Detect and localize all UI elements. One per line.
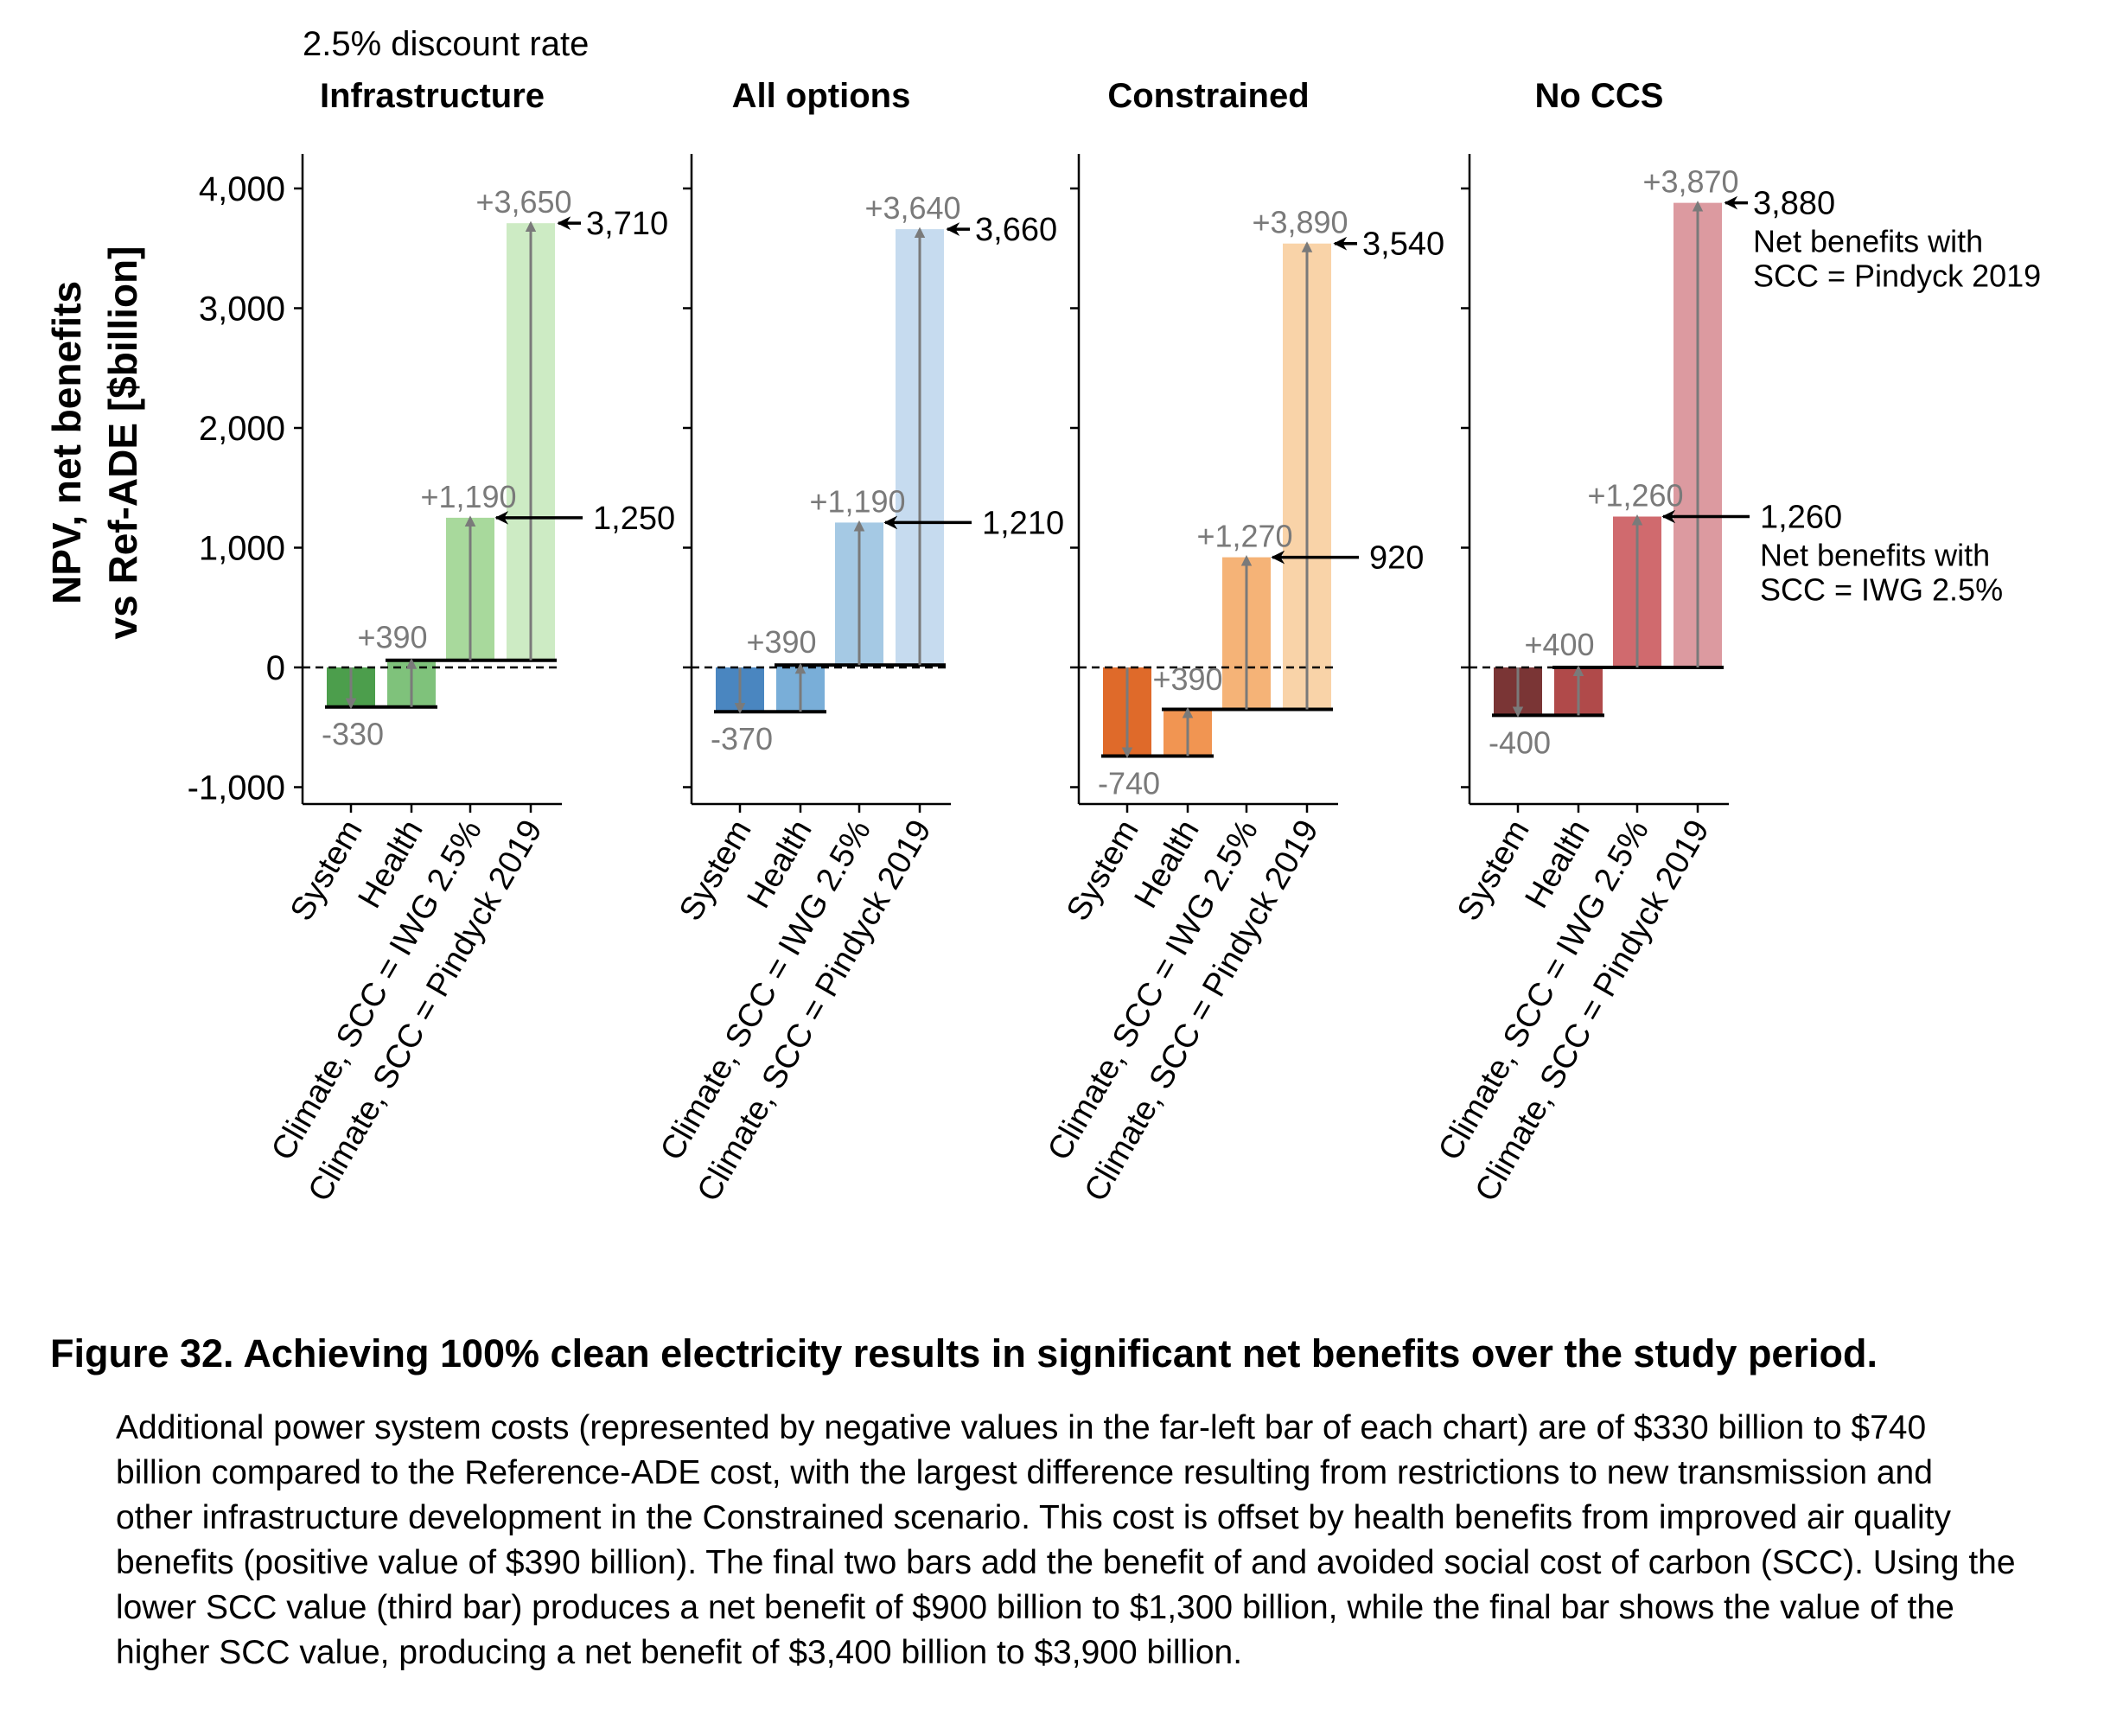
x-tick-label: System (1450, 814, 1537, 928)
increment-label: +400 (1524, 627, 1594, 662)
increment-label: +1,190 (809, 483, 905, 519)
panel-title: Constrained (1107, 77, 1309, 115)
y-axis-label-line: vs Ref-ADE [$billion] (100, 246, 145, 640)
total-label: 1,260 (1760, 499, 1842, 535)
increment-label: +1,270 (1196, 519, 1292, 554)
total-note: Net benefits with (1753, 224, 1983, 259)
x-tick-label: System (1060, 814, 1146, 928)
total-note: Net benefits with (1760, 537, 1990, 572)
increment-label: +3,640 (864, 190, 960, 226)
total-label: 3,540 (1362, 227, 1444, 263)
y-tick-label: -1,000 (188, 769, 285, 807)
x-tick-label: System (673, 814, 759, 928)
increment-label: +390 (1152, 661, 1222, 697)
y-axis-label-line: NPV, net benefits (44, 281, 89, 604)
increment-label: -400 (1489, 724, 1551, 760)
total-note: SCC = IWG 2.5% (1760, 571, 2003, 607)
x-tick-label: System (284, 814, 370, 928)
increment-label: +3,890 (1252, 205, 1348, 240)
chart-title: 2.5% discount rate (303, 25, 589, 63)
waterfall-figure: 2.5% discount rate NPV, net benefits vs R… (44, 25, 2042, 1208)
panel-title: Infrastructure (320, 77, 545, 115)
total-label: 3,880 (1753, 186, 1835, 222)
figure-caption-title: Figure 32. Achieving 100% clean electric… (50, 1331, 1878, 1375)
panels: Infrastructure 4,000 3,000 2,000 1,000 0 -1,00… (188, 77, 2042, 1208)
increment-label: -370 (711, 721, 773, 756)
increment-label: +1,190 (420, 479, 516, 514)
increment-label: +3,870 (1642, 164, 1738, 200)
total-label: 3,710 (586, 206, 668, 242)
increment-label: +1,260 (1587, 477, 1683, 513)
y-tick-label: 1,000 (199, 530, 285, 568)
y-axis-label: NPV, net benefits vs Ref-ADE [$billion] (44, 246, 145, 640)
y-tick-label: 2,000 (199, 410, 285, 448)
y-tick-label: 3,000 (199, 290, 285, 329)
total-label: 1,210 (982, 505, 1064, 541)
increment-label: -330 (322, 717, 384, 752)
total-label: 3,660 (975, 212, 1057, 248)
total-note: SCC = Pindyck 2019 (1753, 258, 2041, 294)
y-tick-label: 4,000 (199, 170, 285, 208)
increment-label: -740 (1098, 765, 1160, 801)
increment-label: +390 (746, 624, 816, 660)
increment-label: +3,650 (475, 184, 571, 220)
panel-title: No CCS (1535, 77, 1664, 115)
total-label: 920 (1369, 540, 1424, 577)
panel-title: All options (732, 77, 911, 115)
total-label: 1,250 (593, 501, 675, 537)
panel-infrastructure: Infrastructure 4,000 3,000 2,000 1,000 0 -1,00… (188, 77, 676, 1208)
increment-label: +390 (357, 620, 427, 655)
y-tick-label: 0 (266, 649, 285, 687)
figure-caption-body: Additional power system costs (represent… (116, 1409, 2016, 1671)
